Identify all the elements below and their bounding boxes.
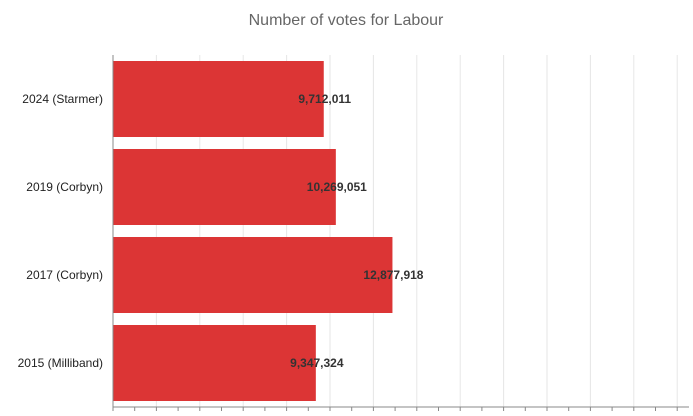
bar[interactable] [113,325,316,401]
labels: 2024 (Starmer) 9,712,011 2019 (Corbyn) 10,2… [18,92,424,370]
axes [112,55,689,411]
bar[interactable] [113,237,393,313]
category-label: 2015 (Milliband) [18,356,103,370]
chart-title: Number of votes for Labour [249,12,444,29]
data-label: 9,712,011 [298,92,351,106]
bars [113,61,393,401]
data-label: 9,347,324 [290,356,344,370]
bar[interactable] [113,149,336,225]
category-label: 2017 (Corbyn) [26,268,103,282]
category-label: 2019 (Corbyn) [26,180,103,194]
data-label: 12,877,918 [363,268,423,282]
data-label: 10,269,051 [307,180,367,194]
bar[interactable] [113,61,324,137]
category-label: 2024 (Starmer) [22,92,103,106]
